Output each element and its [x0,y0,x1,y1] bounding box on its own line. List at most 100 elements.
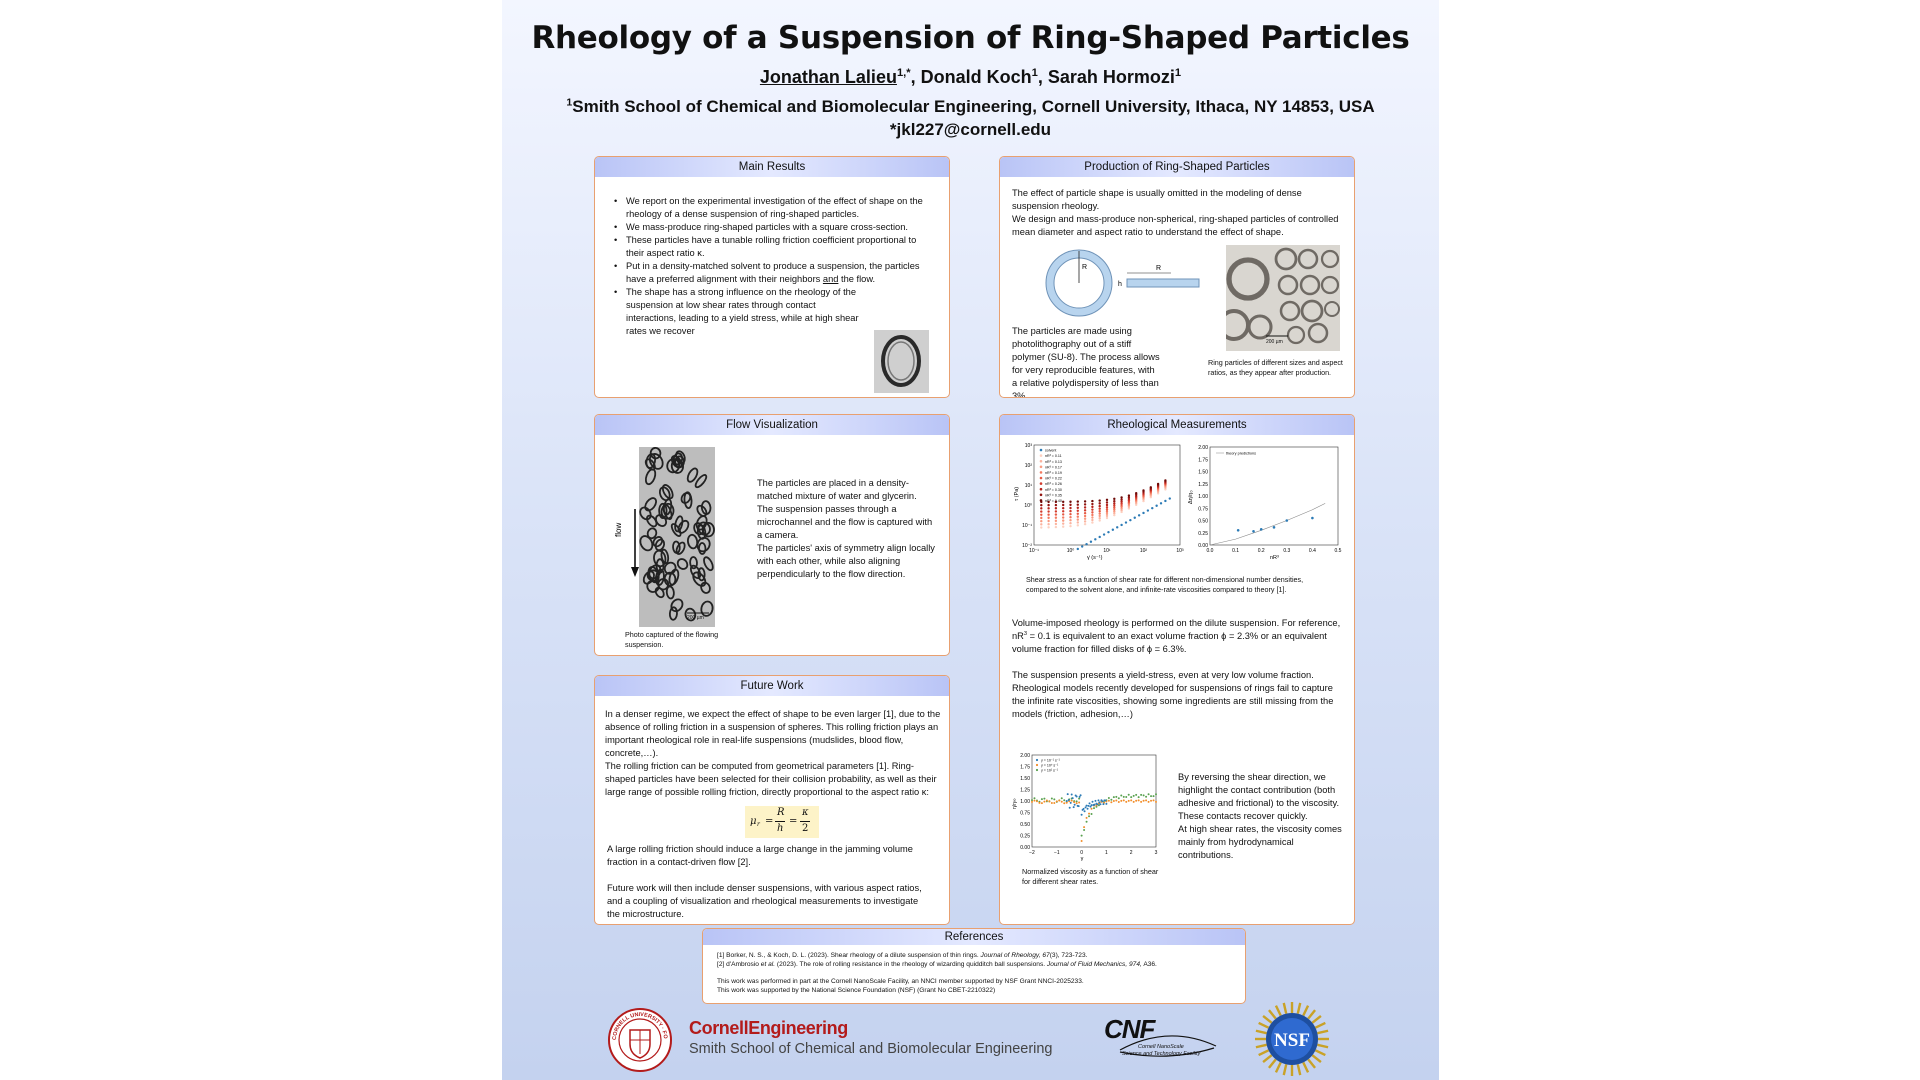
data-point [1098,517,1101,520]
data-point [1120,505,1123,508]
y-tick-label: 0.00 [1198,543,1208,549]
plot-frame [1209,446,1339,546]
data-point [1043,800,1046,803]
data-point [1040,523,1043,526]
y-tick-label: 0.25 [1198,531,1208,537]
y-axis-label: η/η∞ [1012,798,1018,809]
ring-particle [675,450,686,464]
data-point [1088,812,1091,815]
data-point [1080,545,1084,548]
data-point [1122,799,1125,802]
y-tick-label: 10⁰ [1024,503,1032,509]
data-point [1098,535,1101,539]
ring-particle [668,606,678,621]
data-point [1120,500,1123,503]
data-point [1117,800,1120,803]
ring-particle [689,564,702,579]
nsf-ray [1311,1054,1322,1064]
data-point [1069,512,1072,516]
data-point [1107,797,1110,800]
data-point [1033,799,1036,802]
nsf-ray [1296,1064,1302,1076]
data-point [1088,815,1091,818]
nsf-ray [1282,1002,1288,1014]
data-point [1127,497,1131,501]
ring-particle [700,600,714,617]
nsf-ray [1311,1014,1322,1024]
data-point [1078,795,1081,798]
data-point [1054,525,1058,529]
ring-particle [1324,301,1340,317]
data-point [1068,806,1071,809]
data-point [1076,500,1079,503]
legend-entry: nR³ = 0.13 [1045,460,1062,464]
x-tick-label: 10¹ [1103,548,1111,554]
data-point [1112,796,1115,799]
data-point [1113,508,1116,511]
data-point [1120,794,1123,797]
x-axis-label: nR³ [1270,555,1279,561]
data-point [1083,512,1087,515]
data-point [1089,540,1093,543]
data-point [1111,528,1115,531]
data-point [1047,503,1050,507]
x-tick-label: 0.0 [1207,548,1214,554]
poster-title: Rheology of a Suspension of Ring-Shaped … [531,20,1410,56]
data-point [1076,506,1079,509]
references-title: References [703,929,1245,945]
data-point [1091,800,1094,803]
data-point [1142,794,1145,797]
data-point [1127,494,1131,497]
data-point [1137,514,1141,517]
data-point [1085,820,1088,823]
data-point [1078,801,1081,804]
data-point [1093,807,1095,810]
data-point [1047,526,1050,529]
x-tick-label: 0.1 [1232,548,1239,554]
ring-particle [1274,247,1298,271]
cnf-logo: CNF Cornell NanoScale Science and Techno… [1104,1014,1224,1057]
data-point [1072,806,1075,809]
legend-entry: γ̇ = 10¹ s⁻¹ [1041,768,1059,772]
data-point [1085,542,1088,546]
ring-particle [697,567,706,582]
data-point [1091,518,1094,522]
y-tick-label: 1.75 [1198,457,1208,463]
data-point [1083,509,1087,512]
data-point [1076,512,1079,515]
ring-particle [674,515,684,533]
legend-marker [1039,476,1043,480]
data-point [1159,502,1163,505]
data-point [1054,516,1058,519]
data-point [1083,506,1087,509]
data-point [1133,516,1136,519]
x-tick-label: 0 [1080,850,1083,856]
data-point [1050,802,1053,805]
ring-particle [670,523,682,537]
data-point [1110,798,1113,801]
future-panel: Future Work In a denser regime, we expec… [594,675,950,925]
data-point [1075,800,1078,803]
data-point [1098,514,1101,518]
data-point [1137,796,1140,799]
legend-marker [1039,482,1043,485]
data-point [1082,807,1085,810]
production-panel: Production of Ring-Shaped Particles The … [999,156,1355,398]
ring-particle [658,502,668,520]
data-point [1130,799,1133,802]
nsf-ray [1296,1002,1302,1014]
author-hormozi: , Sarah Hormozi [1037,67,1175,87]
y-tick-label: 1.50 [1020,776,1030,782]
data-point [1101,800,1104,803]
data-point [1115,799,1118,802]
legend-marker [1035,758,1039,762]
ring-particle [1247,314,1273,340]
data-point [1054,519,1058,523]
nsf-logo: NSF [1252,1000,1332,1078]
data-point [1087,804,1090,807]
data-point [1113,504,1116,507]
y-tick-label: 0.75 [1198,506,1208,512]
author-lalieu: Jonathan Lalieu [759,67,897,87]
data-point [1054,503,1058,507]
data-point [1150,795,1153,798]
